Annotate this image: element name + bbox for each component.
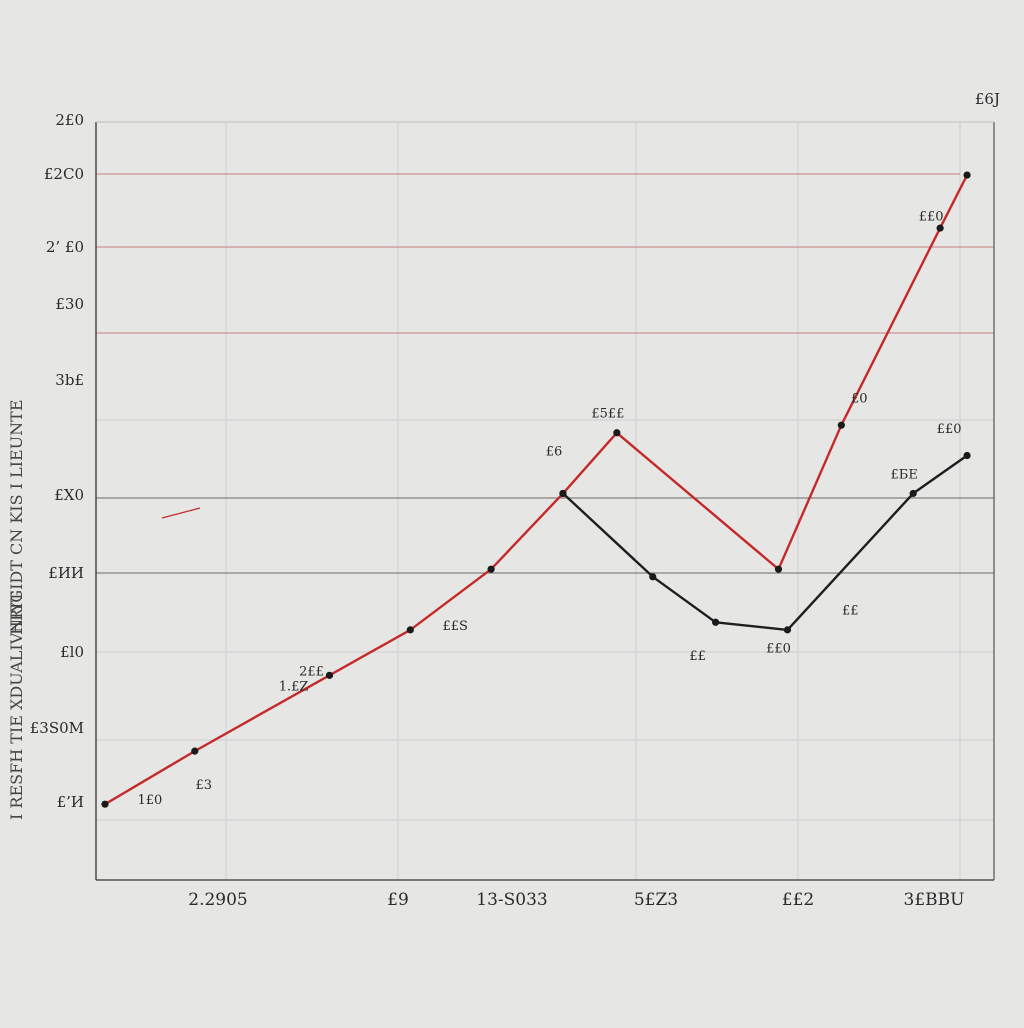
data-label: ££0 bbox=[919, 210, 944, 225]
data-label: ££S bbox=[442, 619, 467, 634]
data-point bbox=[774, 565, 783, 573]
data-label: 1£0 bbox=[137, 793, 162, 808]
series-line-0 bbox=[104, 174, 969, 806]
x-tick-label: £9 bbox=[387, 890, 409, 910]
y-tick-label: £X0 bbox=[54, 486, 84, 504]
x-tick-label: 2.2905 bbox=[188, 890, 247, 910]
y-tick-label: £30 bbox=[55, 295, 84, 313]
data-label: 2££ bbox=[299, 664, 324, 679]
data-label: 1.£Z bbox=[279, 680, 309, 695]
data-point bbox=[712, 618, 720, 626]
y-tick-label: £l0 bbox=[60, 643, 84, 661]
y-tick-label: 2’ £0 bbox=[46, 238, 84, 256]
y-tick-label: £’И bbox=[57, 793, 84, 811]
y-axis-label-line-1: HRIGIDT CN KIS I LIEUNTE bbox=[7, 399, 26, 635]
x-tick-label: 5£Z3 bbox=[634, 890, 678, 910]
y-tick-label: 2£0 bbox=[55, 111, 84, 129]
data-point bbox=[963, 451, 971, 460]
data-point bbox=[406, 626, 414, 634]
data-point bbox=[963, 171, 971, 179]
x-tick-label: 3£ВВU bbox=[904, 890, 965, 910]
data-point bbox=[101, 800, 109, 808]
y-tick-label: 3b£ bbox=[55, 371, 84, 389]
y-tick-label: £2C0 bbox=[44, 165, 84, 183]
y-tick-label: £ИИ bbox=[48, 564, 84, 582]
data-point bbox=[909, 489, 917, 498]
data-label: £БE bbox=[891, 467, 918, 482]
y-tick-label: £3S0М bbox=[30, 719, 84, 737]
x-tick-label: ££2 bbox=[782, 890, 814, 910]
labels-layer: 1£0 £3 1.£Z2££ ££S £6 £5££ ££ ££0 ££ £БE £0 ££0 ££0 bbox=[137, 210, 961, 809]
data-label: ££0 bbox=[766, 642, 791, 657]
data-point bbox=[325, 671, 334, 679]
data-point bbox=[649, 573, 657, 581]
series-layer bbox=[101, 171, 971, 808]
data-label: £3 bbox=[195, 778, 212, 793]
data-point bbox=[613, 429, 621, 437]
data-label: £5££ bbox=[591, 407, 624, 422]
data-point bbox=[191, 747, 199, 755]
data-point bbox=[837, 421, 845, 429]
series-line-1 bbox=[562, 454, 968, 632]
axes: 2£0 £2C0 2’ £0 £30 3b£ £X0 £ИИ £l0 £3S0М £’И 2.290… bbox=[30, 111, 995, 910]
data-label: ££ bbox=[689, 649, 706, 664]
data-point bbox=[487, 565, 495, 573]
reference-stroke bbox=[161, 507, 201, 519]
reference-lines bbox=[96, 246, 994, 574]
x-tick-label: 13‐S033 bbox=[476, 890, 547, 910]
data-label: £0 bbox=[851, 391, 868, 406]
data-point bbox=[783, 626, 792, 634]
data-point bbox=[936, 224, 944, 232]
data-label: ££ bbox=[842, 604, 859, 619]
data-label: ££0 bbox=[937, 422, 962, 437]
y-axis-label-line-2: I RESFH TIE XDUALIVNIYT bbox=[7, 591, 26, 820]
grid-layer bbox=[96, 122, 994, 880]
corner-label: £6Ј bbox=[975, 90, 1000, 108]
data-point bbox=[559, 489, 567, 498]
data-label: £6 bbox=[546, 445, 563, 460]
